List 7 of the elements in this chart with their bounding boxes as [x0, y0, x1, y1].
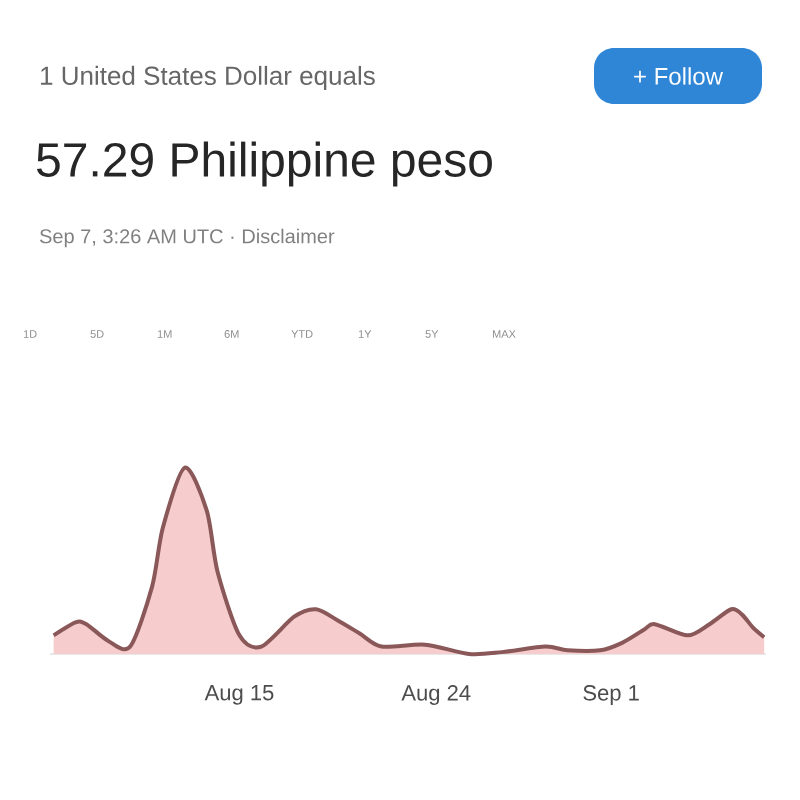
- text: + Follow: [634, 67, 724, 85]
- chart-title: 1 United States Dollar equals: [41, 65, 375, 91]
- x-tick-label: Sep 1: [583, 685, 639, 705]
- chart-subtitle: 57.29 Philippine peso: [36, 141, 492, 187]
- text: Sep 7, 3:26 AM UTC · Disclaimer: [39, 228, 335, 248]
- x-tick-label: Aug 24: [401, 685, 471, 705]
- x-tick-label: Aug 15: [204, 685, 274, 705]
